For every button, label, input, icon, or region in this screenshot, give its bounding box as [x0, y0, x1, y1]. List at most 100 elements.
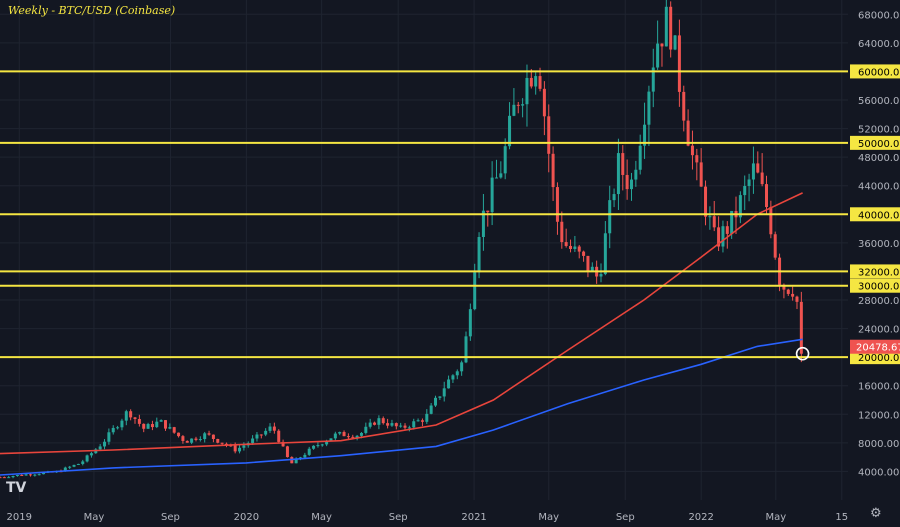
- support-resistance-lines: [0, 70, 848, 359]
- candle-body: [185, 440, 189, 443]
- candle-body: [434, 397, 438, 406]
- candle-body: [660, 43, 664, 47]
- candle: [669, 1, 673, 58]
- candle: [0, 476, 2, 479]
- candle: [451, 374, 455, 383]
- candle-body: [451, 375, 455, 380]
- candle-body: [216, 438, 220, 443]
- candle: [425, 409, 429, 424]
- candle: [259, 434, 263, 439]
- candle-body: [651, 67, 655, 92]
- candle-body: [564, 242, 568, 246]
- candle-body: [107, 432, 111, 442]
- candle-body: [277, 430, 281, 442]
- candle-body: [712, 216, 716, 228]
- candle-body: [312, 445, 316, 449]
- candle: [795, 295, 799, 310]
- level-price-tag: 30000.00: [850, 278, 900, 293]
- candle: [525, 64, 529, 127]
- y-tick-label: 52000.00: [858, 125, 900, 136]
- gear-icon[interactable]: ⚙: [870, 506, 882, 521]
- candle: [512, 88, 516, 117]
- candle: [455, 369, 459, 380]
- candle-body: [447, 379, 451, 389]
- candle-body: [743, 186, 747, 196]
- last-price-tag-bg: [850, 339, 900, 354]
- candle: [312, 445, 316, 450]
- candle: [307, 446, 311, 456]
- candle-body: [211, 434, 215, 439]
- x-tick-label: 2021: [461, 512, 486, 523]
- candle: [294, 457, 298, 464]
- candle: [738, 191, 742, 224]
- candle: [712, 200, 716, 232]
- candle-body: [516, 104, 520, 106]
- x-tick-label: May: [84, 512, 105, 523]
- last-price-tag-text: 20478.67: [856, 343, 900, 354]
- candle: [277, 429, 281, 444]
- candle: [616, 138, 620, 210]
- candle-body: [521, 104, 525, 106]
- candle: [708, 206, 712, 230]
- candle: [416, 418, 420, 422]
- candle-body: [725, 226, 729, 234]
- y-tick-label: 4000.00: [858, 467, 899, 478]
- candle-body: [42, 472, 46, 475]
- level-tag-text: 32000.00: [858, 267, 900, 278]
- candle-body: [198, 439, 202, 441]
- candle: [521, 98, 525, 118]
- x-tick-label: May: [538, 512, 559, 523]
- candle: [673, 35, 677, 51]
- candle: [316, 442, 320, 448]
- candle-body: [11, 476, 15, 478]
- candle-body: [68, 466, 72, 468]
- candle-body: [477, 237, 481, 273]
- candle: [764, 175, 768, 214]
- candle: [695, 148, 699, 181]
- candle: [564, 228, 568, 248]
- x-tick-label: May: [765, 512, 786, 523]
- candle: [89, 451, 93, 458]
- time-axis: 2019 May Sep 2020 May Sep 2021 May Sep 2022 May 15: [7, 512, 849, 523]
- candle-body: [386, 423, 390, 426]
- candle: [599, 263, 603, 283]
- candle: [721, 220, 725, 253]
- candle: [412, 418, 416, 430]
- candle: [434, 395, 438, 407]
- last-price-marker[interactable]: [795, 346, 810, 361]
- candle-body: [760, 172, 764, 185]
- candle-body: [168, 427, 172, 429]
- candle: [211, 434, 215, 443]
- candle-body: [229, 445, 233, 447]
- candle: [542, 81, 546, 136]
- y-tick-label: 28000.00: [858, 296, 900, 307]
- candle-body: [281, 441, 285, 447]
- last-price-tag: 20478.67: [850, 339, 900, 354]
- candle: [150, 420, 154, 431]
- level-tag-text: 50000.00: [858, 139, 900, 150]
- candle: [534, 72, 538, 95]
- y-tick-label: 68000.00: [858, 10, 900, 21]
- y-tick-label: 8000.00: [858, 439, 899, 450]
- candle-body: [351, 436, 355, 438]
- candle-body: [0, 477, 2, 479]
- level-tag-text: 30000.00: [858, 282, 900, 293]
- candle: [551, 146, 555, 201]
- candle-body: [329, 438, 333, 442]
- candle: [116, 425, 120, 430]
- x-tick-label: 2019: [7, 512, 32, 523]
- x-tick-label: Sep: [616, 512, 635, 523]
- y-tick-label: 24000.00: [858, 325, 900, 336]
- candle-body: [120, 420, 124, 428]
- candle-body: [460, 362, 464, 372]
- moving-average-red: [0, 192, 803, 455]
- candle-body: [673, 35, 677, 50]
- level-tag-text: 20000.00: [858, 353, 900, 364]
- candle-body: [773, 234, 777, 258]
- candle: [555, 182, 559, 235]
- candle-body: [542, 88, 546, 117]
- candle: [686, 109, 690, 147]
- candle-body: [629, 179, 633, 190]
- candle: [11, 475, 15, 479]
- candle: [429, 403, 433, 415]
